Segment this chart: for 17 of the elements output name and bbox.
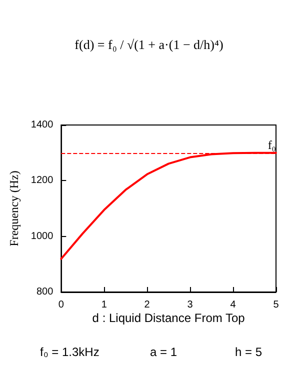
- text: f₀ = 1.3kHz: [40, 345, 100, 359]
- x-tick-label: 5: [273, 300, 280, 310]
- x-tick-label: 3: [187, 300, 194, 310]
- y-tick-label: 800: [36, 286, 54, 298]
- x-tick-label: 4: [230, 300, 236, 310]
- x-tick-label: 2: [144, 300, 150, 310]
- x-tick-label: 1: [101, 300, 108, 310]
- ref-line-label: f₀: [268, 138, 276, 152]
- text: f(d) = f₀ / √(1 + a·(1 − d/h)⁴): [74, 37, 224, 52]
- y-tick-label: 1400: [30, 120, 54, 130]
- y-tick-label: 1000: [30, 230, 54, 242]
- y-tick-label: 1200: [30, 175, 54, 186]
- y-axis-title: Frequency (Hz): [7, 170, 21, 246]
- text: h = 5: [235, 345, 262, 359]
- x-tick-label: 0: [58, 300, 64, 310]
- x-axis-title: d : Liquid Distance From Top: [92, 311, 246, 325]
- text: a = 1: [150, 345, 178, 359]
